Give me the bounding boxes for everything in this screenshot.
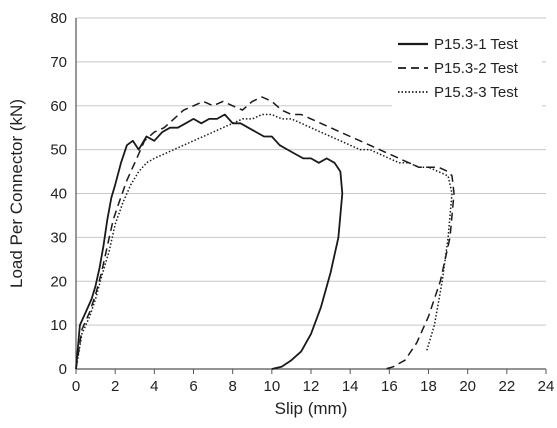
x-tick-label: 16 [381, 378, 398, 395]
legend-label-series-1: P15.3-1 Test [434, 36, 519, 53]
y-tick-label: 50 [50, 142, 67, 159]
y-tick-label: 0 [59, 361, 67, 378]
x-tick-label: 8 [228, 378, 236, 395]
legend-label-series-3: P15.3-3 Test [434, 84, 519, 101]
x-tick-label: 4 [150, 378, 158, 395]
y-tick-label: 30 [50, 229, 67, 246]
x-tick-label: 14 [342, 378, 359, 395]
series-line-1 [75, 113, 344, 370]
y-tick-label: 20 [50, 273, 67, 290]
series-lines [75, 96, 455, 370]
legend-label-series-2: P15.3-2 Test [434, 60, 519, 77]
x-tick-label: 20 [459, 378, 476, 395]
x-tick-label: 18 [420, 378, 437, 395]
x-tick-label: 2 [111, 378, 119, 395]
y-tick-label: 70 [50, 54, 67, 71]
y-tick-label: 80 [50, 10, 67, 27]
x-tick-label: 0 [72, 378, 80, 395]
y-tick-label: 60 [50, 98, 67, 115]
x-tick-label: 6 [189, 378, 197, 395]
y-tick-label: 10 [50, 317, 67, 334]
series-line-2 [75, 96, 455, 370]
y-tick-label: 40 [50, 186, 67, 203]
x-axis-title: Slip (mm) [275, 399, 348, 418]
axes [75, 18, 547, 374]
grid-lines [76, 17, 546, 326]
x-tick-label: 24 [538, 378, 555, 395]
x-tick-label: 22 [498, 378, 515, 395]
series-line-3 [75, 113, 453, 370]
x-tick-label: 12 [303, 378, 320, 395]
legend: P15.3-1 Test P15.3-2 Test P15.3-3 Test [392, 30, 542, 108]
x-tick-label: 10 [263, 378, 280, 395]
y-axis-title: Load Per Connector (kN) [7, 99, 26, 288]
